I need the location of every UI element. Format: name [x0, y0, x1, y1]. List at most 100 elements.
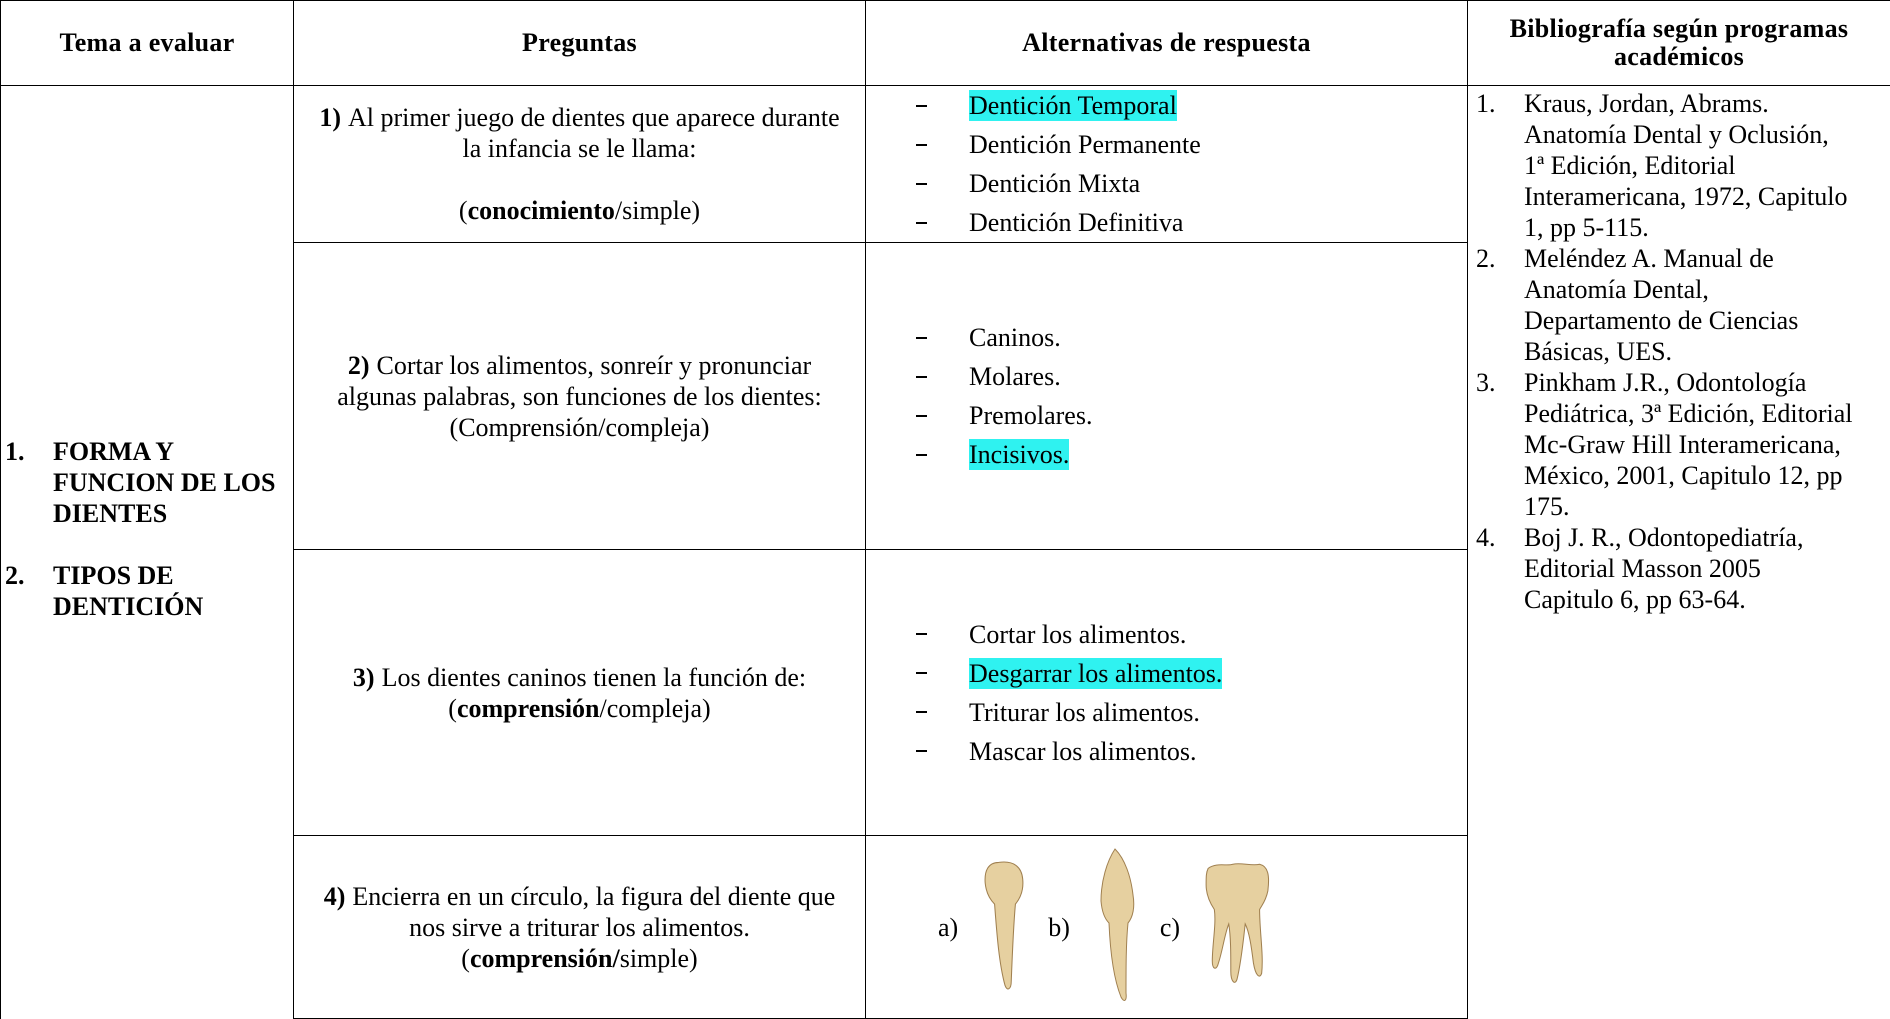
bibliography-number: 3.	[1476, 367, 1524, 522]
answer-option: Premolares.	[916, 396, 1467, 435]
topic-number: 2.	[5, 560, 53, 622]
tooth-shape	[1206, 864, 1268, 983]
question-cell: 1)Al primer juego de dientes que aparece…	[294, 86, 866, 243]
dash-marker	[916, 337, 927, 339]
option-text: Dentición Mixta	[969, 168, 1140, 199]
option-text: Desgarrar los alimentos.	[969, 658, 1222, 689]
answer-option: Desgarrar los alimentos.	[916, 654, 1467, 693]
tooth-image	[980, 847, 1030, 1007]
bibliography-item: 1.Kraus, Jordan, Abrams. Anatomía Dental…	[1476, 88, 1855, 243]
question-text: Cortar los alimentos, sonreír y pronunci…	[337, 351, 822, 411]
option-text: Premolares.	[969, 400, 1092, 431]
figure-option: b)	[1048, 847, 1142, 1007]
topic-number: 1.	[5, 436, 53, 529]
answer-option: Dentición Definitiva	[916, 203, 1467, 242]
question-cell: 3)Los dientes caninos tienen la función …	[294, 550, 866, 836]
dash-marker	[916, 750, 927, 752]
tooth-image	[1202, 847, 1274, 1007]
cognitive-level: (comprensión/compleja)	[308, 693, 851, 724]
option-text: Incisivos.	[969, 439, 1069, 470]
question-text: Encierra en un círculo, la figura del di…	[352, 882, 835, 942]
answer-option: Dentición Permanente	[916, 125, 1467, 164]
level-segment: (Comprensión/compleja)	[450, 413, 710, 442]
answer-option: Mascar los alimentos.	[916, 732, 1467, 771]
level-segment: /simple)	[615, 196, 700, 225]
bibliography-item: 4.Boj J. R., Odontopediatría, Editorial …	[1476, 522, 1855, 615]
answer-cell: Caninos.Molares. Premolares. Incisivos.	[866, 243, 1468, 550]
answer-option: Dentición Mixta	[916, 164, 1467, 203]
bibliography-item: 2.Meléndez A. Manual de Anatomía Dental,…	[1476, 243, 1855, 367]
header-cell: Tema a evaluar	[1, 1, 294, 86]
topic-text: FORMA Y FUNCION DE LOS DIENTES	[53, 436, 289, 529]
question-text: Los dientes caninos tienen la función de…	[382, 663, 807, 692]
level-segment: (	[461, 944, 470, 973]
option-text: Cortar los alimentos.	[969, 619, 1186, 650]
tooth-shape	[1101, 849, 1134, 1000]
bibliography-cell: 1.Kraus, Jordan, Abrams. Anatomía Dental…	[1468, 86, 1890, 1019]
bibliography-number: 4.	[1476, 522, 1524, 615]
question-text-block: 2)Cortar los alimentos, sonreír y pronun…	[308, 350, 851, 412]
bibliography-item: 3.Pinkham J.R., Odontología Pediátrica, …	[1476, 367, 1855, 522]
cognitive-level: (Comprensión/compleja)	[308, 412, 851, 443]
question-number: 2)	[348, 351, 370, 380]
header-cell: Preguntas	[294, 1, 866, 86]
question-number: 3)	[353, 663, 375, 692]
tooth-image	[1092, 847, 1142, 1007]
question-number: 4)	[324, 882, 346, 911]
level-segment: comprensión	[457, 694, 600, 723]
question-number: 1)	[319, 103, 341, 132]
answer-cell: Dentición Temporal Dentición Permanente De…	[866, 86, 1468, 243]
dash-marker	[916, 376, 927, 378]
dash-marker	[916, 454, 927, 456]
answer-option: Cortar los alimentos.	[916, 615, 1467, 654]
figure-option: a)	[938, 847, 1030, 1007]
bibliography-text: Kraus, Jordan, Abrams. Anatomía Dental y…	[1524, 88, 1855, 243]
answer-option: Dentición Temporal	[916, 86, 1467, 125]
bibliography-text: Boj J. R., Odontopediatría, Editorial Ma…	[1524, 522, 1855, 615]
dash-marker	[916, 105, 927, 107]
header-cell: Bibliografía según programas académicos	[1468, 1, 1890, 86]
option-text: Dentición Temporal	[969, 90, 1177, 121]
bibliography-text: Meléndez A. Manual de Anatomía Dental, D…	[1524, 243, 1855, 367]
answer-cell: Cortar los alimentos. Desgarrar los alime…	[866, 550, 1468, 836]
figure-option: c)	[1160, 847, 1274, 1007]
question-text-block: 1)Al primer juego de dientes que aparece…	[308, 102, 851, 164]
topic-item: 1.FORMA Y FUNCION DE LOS DIENTES	[5, 436, 289, 529]
dash-marker	[916, 711, 927, 713]
answer-option: Triturar los alimentos.	[916, 693, 1467, 732]
dash-marker	[916, 415, 927, 417]
cognitive-level: (comprensión/simple)	[308, 943, 851, 974]
answer-option: Incisivos.	[916, 435, 1467, 474]
figure-label: b)	[1048, 912, 1070, 943]
level-segment: (	[448, 694, 457, 723]
option-text: Dentición Permanente	[969, 129, 1201, 160]
question-text-block: 4)Encierra en un círculo, la figura del …	[308, 881, 851, 943]
question-text-block: 3)Los dientes caninos tienen la función …	[308, 662, 851, 693]
option-text: Dentición Definitiva	[969, 207, 1183, 238]
level-segment: comprensión/	[470, 944, 620, 973]
option-text: Mascar los alimentos.	[969, 736, 1196, 767]
dash-marker	[916, 183, 927, 185]
tooth-shape	[985, 862, 1023, 989]
answer-option: Caninos.	[916, 318, 1467, 357]
level-segment: /compleja)	[600, 694, 711, 723]
question-cell: 4)Encierra en un círculo, la figura del …	[294, 836, 866, 1019]
question-cell: 2)Cortar los alimentos, sonreír y pronun…	[294, 243, 866, 550]
level-segment: (	[459, 196, 468, 225]
dash-marker	[916, 672, 927, 674]
figure-label: c)	[1160, 912, 1180, 943]
level-segment: simple)	[620, 944, 698, 973]
topic-text: TIPOS DE DENTICIÓN	[53, 560, 289, 622]
answer-cell: a) b) c)	[866, 836, 1468, 1019]
question-text: Al primer juego de dientes que aparece d…	[348, 103, 840, 163]
answer-option: Molares.	[916, 357, 1467, 396]
bibliography-number: 2.	[1476, 243, 1524, 367]
bibliography-number: 1.	[1476, 88, 1524, 243]
level-segment: conocimiento	[468, 196, 615, 225]
